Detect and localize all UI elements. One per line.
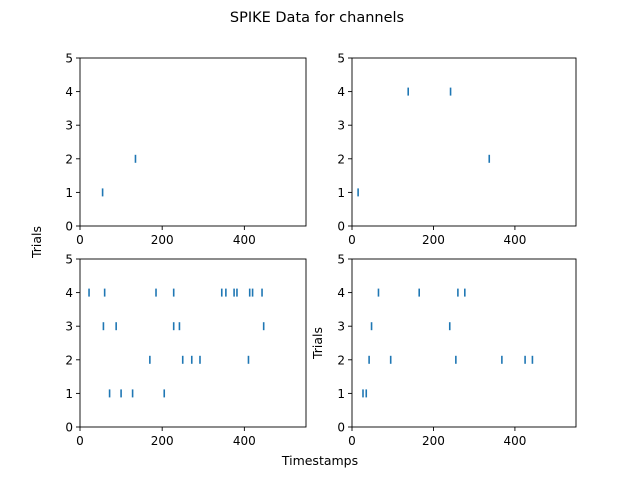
figure-title: SPIKE Data for channels xyxy=(230,10,404,26)
subplot-3: 0 200 400 0 1 2 3 4 5 xyxy=(65,253,307,448)
y-tick-label: 2 xyxy=(65,353,73,367)
x-tick-label: 0 xyxy=(76,434,84,448)
y-tick-label: 2 xyxy=(337,152,345,166)
y-tick-label: 0 xyxy=(65,220,73,234)
y-tick-label: 1 xyxy=(65,387,73,401)
y-tick-label: 3 xyxy=(337,119,345,133)
y-tick-label: 1 xyxy=(337,186,345,200)
y-tick-label: 3 xyxy=(65,119,73,133)
x-tick-label: 400 xyxy=(503,434,526,448)
y-tick-label: 3 xyxy=(337,320,345,334)
y-tick-label: 4 xyxy=(337,286,345,300)
x-tick-label: 200 xyxy=(422,434,445,448)
subplot-2: 0 200 400 0 1 2 3 4 5 xyxy=(337,52,577,247)
subplot-1: 0 200 400 0 1 2 3 4 5 xyxy=(65,52,307,247)
x-tick-label: 200 xyxy=(151,233,174,247)
subplot-4: 0 200 400 0 1 2 3 4 5 xyxy=(337,253,577,448)
y-tick-label: 2 xyxy=(337,353,345,367)
x-tick-label: 400 xyxy=(233,434,256,448)
axes-frame xyxy=(79,258,307,428)
y-tick-label: 5 xyxy=(65,253,73,267)
y-tick-label: 0 xyxy=(337,421,345,435)
y-tick-label: 3 xyxy=(65,320,73,334)
y-tick-label: 0 xyxy=(65,421,73,435)
y-tick-label: 4 xyxy=(65,286,73,300)
x-tick-label: 200 xyxy=(422,233,445,247)
x-tick-label: 0 xyxy=(76,233,84,247)
x-tick-label: 400 xyxy=(503,233,526,247)
y-tick-label: 1 xyxy=(337,387,345,401)
y-tick-label: 4 xyxy=(65,85,73,99)
y-tick-label: 4 xyxy=(337,85,345,99)
x-tick-label: 0 xyxy=(348,233,356,247)
y-tick-label: 5 xyxy=(337,52,345,66)
y-tick-label: 0 xyxy=(337,220,345,234)
y-tick-label: 5 xyxy=(337,253,345,267)
y-axis-label-left: Trials xyxy=(29,226,44,259)
x-tick-label: 400 xyxy=(233,233,256,247)
x-tick-label: 200 xyxy=(151,434,174,448)
y-tick-label: 5 xyxy=(65,52,73,66)
y-axis-label-right: Trials xyxy=(310,327,325,360)
y-tick-label: 1 xyxy=(65,186,73,200)
axes-frame xyxy=(79,57,307,227)
axes-frame xyxy=(351,57,577,227)
y-tick-label: 2 xyxy=(65,152,73,166)
axes-frame xyxy=(351,258,577,428)
x-tick-label: 0 xyxy=(348,434,356,448)
x-axis-label: Timestamps xyxy=(281,453,358,468)
